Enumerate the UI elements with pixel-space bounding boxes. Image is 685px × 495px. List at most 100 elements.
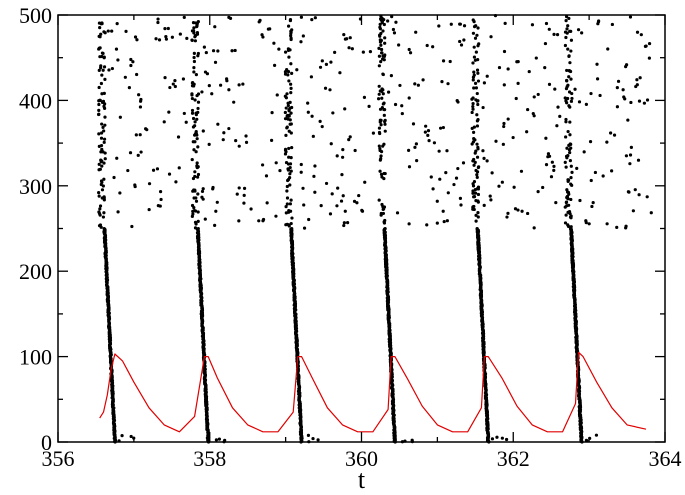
spike-dot [531,111,535,116]
spike-dot [564,19,568,23]
spike-dot [379,150,384,154]
spike-dot [98,98,102,102]
spike-dot [425,223,429,227]
spike-dot [440,80,444,84]
spike-dot [193,98,197,102]
spike-dot [377,198,381,202]
spike-dot [289,62,293,66]
spike-dot [379,123,383,127]
spike-dot [462,24,467,28]
spike-dot [237,144,241,148]
spike-dot [575,166,579,171]
spike-dot [196,226,200,231]
spike-dot [194,222,198,226]
spike-dot [97,194,101,198]
spike-dot [441,125,445,130]
spike-dot [190,108,195,113]
spike-dot [336,186,340,190]
spike-dot [605,140,609,144]
spike-dot [416,83,420,87]
spike-dot [193,34,198,38]
spike-dot [532,95,536,99]
spike-dot [414,30,418,34]
spike-dot [124,29,128,33]
spike-dot [214,438,219,442]
spike-dot [100,147,104,151]
spike-dot [425,43,429,48]
spike-dot [448,59,452,64]
spike-dot [547,82,552,86]
spike-dot [400,111,404,116]
spike-dot [455,98,459,103]
spike-dot [472,45,476,49]
spike-dot [100,92,104,96]
spike-dot [102,161,106,165]
spike-dot [318,65,323,69]
spike-dot [407,47,411,52]
spike-dot [564,154,569,158]
spike-dot [382,22,386,27]
spike-dot [472,163,476,167]
spike-dot [285,126,289,130]
spike-dot [288,18,293,23]
spike-dot [341,194,345,198]
spike-dot [233,48,237,53]
spike-dot [289,169,293,173]
spike-dot [576,28,581,32]
spike-dot [383,218,387,223]
spike-dot [331,111,335,115]
spike-dot [367,104,371,108]
spike-dot [342,221,346,225]
spike-dot [429,175,433,179]
spike-dot [426,128,431,133]
spike-dot [550,160,554,164]
spike-dot [580,31,584,35]
spike-dot [506,117,510,121]
spike-dot [485,159,489,163]
spike-dot [193,188,197,192]
spike-dot [190,157,194,162]
spike-dot [348,36,352,40]
spike-dot [107,68,111,72]
spike-dot [101,125,105,129]
spike-dot [201,129,205,133]
spike-dot [98,35,102,39]
spike-dot [192,66,196,70]
spike-dot [609,131,613,135]
spike-dot [217,437,221,441]
spike-dot [568,212,572,216]
spike-dot [635,30,640,34]
spike-dot [503,21,507,25]
spike-dot [289,221,293,226]
spike-dot [552,164,556,168]
spike-dot [552,32,556,36]
spike-dot [564,200,569,204]
spike-dot [474,213,478,217]
spike-dot [472,19,476,24]
spike-dot [511,135,515,140]
spike-dot [456,166,460,171]
spike-dot [555,124,559,128]
x-tick-label: 362 [497,446,530,471]
spike-dot [274,161,278,165]
spike-dot [500,436,504,440]
spike-dot [610,22,614,27]
spike-dot [612,133,617,137]
spike-dot [629,100,633,105]
spike-dot [227,126,231,131]
spike-dot [383,122,387,126]
spike-dot [227,88,231,92]
spike-dot [476,165,480,170]
spike-dot [328,212,333,216]
spike-dot [472,86,476,90]
spike-dot [544,163,549,167]
spike-dot [573,87,577,91]
spike-dot [605,222,609,226]
spike-dot [476,102,480,107]
spike-dot [98,26,102,30]
spike-dot [378,40,383,44]
x-axis-label: t [358,465,366,494]
spike-dot [242,186,247,190]
spike-dot [377,92,381,96]
